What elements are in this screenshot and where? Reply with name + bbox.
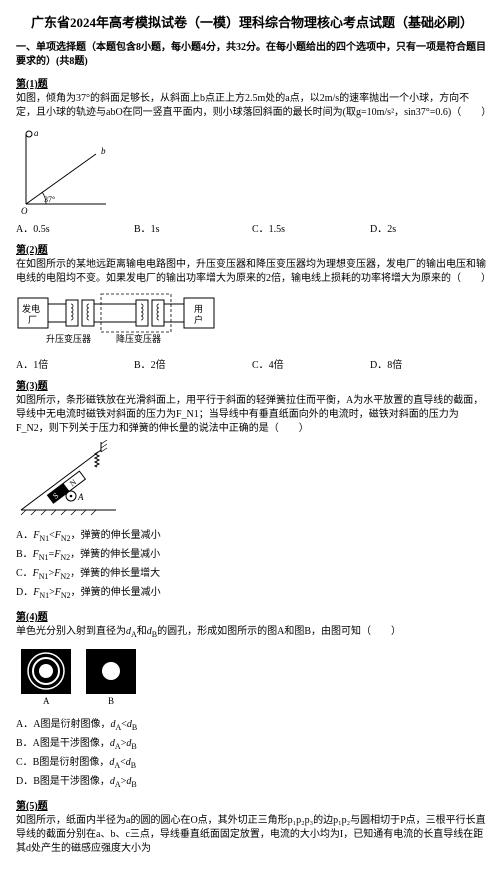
q3-optA: A．FN1<FN2，弹簧的伸长量减小 bbox=[16, 526, 488, 543]
q1-number: 第(1)题 bbox=[16, 75, 488, 90]
q3-options: A．FN1<FN2，弹簧的伸长量减小 B．FN1=FN2，弹簧的伸长量减小 C．… bbox=[16, 526, 488, 602]
svg-text:A: A bbox=[77, 492, 84, 502]
q2-optD: D．8倍 bbox=[370, 356, 488, 371]
q3-figure: S N A bbox=[16, 440, 488, 520]
q1-figure: a b 37° O bbox=[16, 124, 488, 214]
q2-label-down: 降压变压器 bbox=[116, 333, 161, 344]
q2-number: 第(2)题 bbox=[16, 241, 488, 256]
q2-label-up: 升压变压器 bbox=[46, 333, 91, 344]
q1-optC: C．1.5s bbox=[252, 220, 370, 235]
q3-optD: D．FN1>FN2，弹簧的伸长量减小 bbox=[16, 583, 488, 600]
svg-text:b: b bbox=[101, 146, 106, 156]
q3-number: 第(3)题 bbox=[16, 377, 488, 392]
q1-options: A．0.5s B．1s C．1.5s D．2s bbox=[16, 220, 488, 235]
svg-text:O: O bbox=[21, 206, 28, 214]
q4-number: 第(4)题 bbox=[16, 608, 488, 623]
q4-optB: B．A图是干涉图像，dA>dB bbox=[16, 734, 488, 751]
q4-optC: C．B图是衍射图像，dA<dB bbox=[16, 753, 488, 770]
page-title: 广东省2024年高考模拟试卷（一模）理科综合物理核心考点试题（基础必刷） bbox=[16, 12, 488, 31]
svg-text:户: 户 bbox=[194, 314, 203, 325]
q2-figure: 发电 厂 用 户 升压变压器 降压变压器 bbox=[16, 290, 488, 350]
q1-text: 如图，倾角为37°的斜面足够长，从斜面上b点正上方2.5m处的a点，以2m/s的… bbox=[16, 92, 488, 120]
svg-text:a: a bbox=[34, 128, 39, 138]
q3-text: 如图所示，条形磁铁放在光滑斜面上，用平行于斜面的轻弹簧拉住而平衡，A为水平放置的… bbox=[16, 394, 488, 436]
q4-text: 单色光分别入射到直径为dA和dB的圆孔，形成如图所示的图A和图B，由图可知（ ） bbox=[16, 625, 488, 640]
q4-options: A．A图是衍射图像，dA<dB B．A图是干涉图像，dA>dB C．B图是衍射图… bbox=[16, 715, 488, 791]
q1-optA: A．0.5s bbox=[16, 220, 134, 235]
q2-text: 在如图所示的某地远距离输电电路图中，升压变压器和降压变压器均为理想变压器，发电厂… bbox=[16, 258, 488, 286]
svg-text:用: 用 bbox=[194, 304, 203, 314]
svg-text:B: B bbox=[108, 696, 114, 706]
svg-text:发电: 发电 bbox=[22, 303, 40, 314]
q3-optC: C．FN1>FN2，弹簧的伸长量增大 bbox=[16, 564, 488, 581]
q2-options: A．1倍 B．2倍 C．4倍 D．8倍 bbox=[16, 356, 488, 371]
q5-text: 如图所示，纸面内半径为a的圆的圆心在O点，其外切正三角形p₁p₂p₃的边p₁p₂… bbox=[16, 814, 488, 856]
q5-number: 第(5)题 bbox=[16, 797, 488, 812]
q2-optC: C．4倍 bbox=[252, 356, 370, 371]
svg-text:厂: 厂 bbox=[28, 315, 37, 325]
q4-optA: A．A图是衍射图像，dA<dB bbox=[16, 715, 488, 732]
section-header: 一、单项选择题（本题包含8小题，每小题4分，共32分。在每小题给出的四个选项中，… bbox=[16, 41, 488, 69]
q3-optB: B．FN1=FN2，弹簧的伸长量减小 bbox=[16, 545, 488, 562]
q4-optD: D．B图是干涉图像，dA>dB bbox=[16, 772, 488, 789]
q1-optB: B．1s bbox=[134, 220, 252, 235]
q2-optA: A．1倍 bbox=[16, 356, 134, 371]
svg-text:A: A bbox=[43, 696, 50, 706]
q2-optB: B．2倍 bbox=[134, 356, 252, 371]
q1-optD: D．2s bbox=[370, 220, 488, 235]
svg-text:37°: 37° bbox=[44, 195, 55, 204]
q4-figure: A B bbox=[16, 644, 488, 709]
